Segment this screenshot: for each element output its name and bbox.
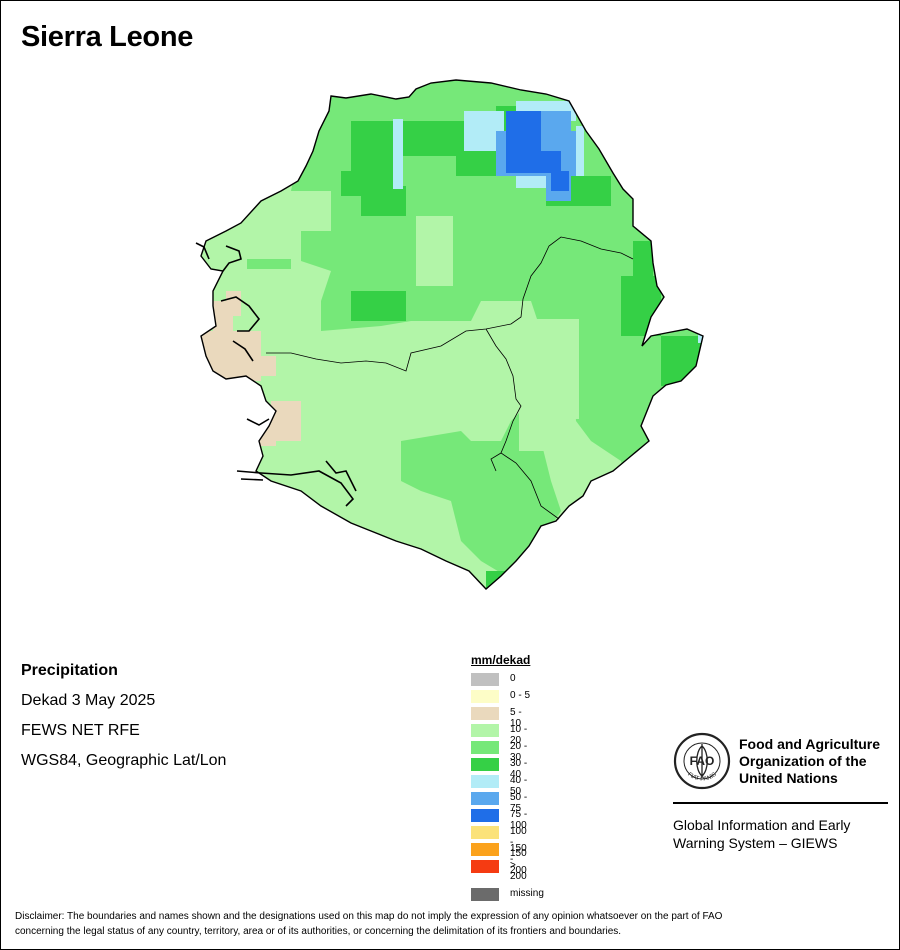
legend-item-missing: missing xyxy=(471,886,544,903)
legend-label: 30 - 40 xyxy=(510,758,528,780)
legend-label: 50 - 75 xyxy=(510,792,528,814)
giews-name: Global Information and Early Warning Sys… xyxy=(673,817,851,851)
legend-label: 40 - 50 xyxy=(510,775,528,797)
legend-swatch xyxy=(471,707,499,720)
svg-text:FAO: FAO xyxy=(690,754,715,768)
province-boundaries xyxy=(266,236,634,520)
legend-swatch xyxy=(471,724,499,737)
legend-item: 40 - 50 xyxy=(471,773,530,797)
disclaimer: Disclaimer: The boundaries and names sho… xyxy=(15,911,723,937)
projection-label: WGS84, Geographic Lat/Lon xyxy=(21,752,227,769)
legend-items: 0 0 - 5 5 - 10 10 - 20 20 - 30 30 - 40 40 - 50… xyxy=(471,671,530,882)
legend-swatch xyxy=(471,888,499,901)
legend-label: 20 - 30 xyxy=(510,741,528,763)
legend-label: missing xyxy=(510,888,544,899)
country-boundary xyxy=(200,79,704,590)
legend-swatch xyxy=(471,843,499,856)
legend-item: 100 - 150 xyxy=(471,824,530,859)
legend-swatch xyxy=(471,826,499,839)
divider xyxy=(673,802,888,804)
legend-item: 0 - 5 xyxy=(471,688,530,705)
period-label: Dekad 3 May 2025 xyxy=(21,692,156,709)
legend-item: 5 - 10 xyxy=(471,705,530,729)
legend-label: 150 - 200 xyxy=(510,843,527,876)
source-label: FEWS NET RFE xyxy=(21,722,140,739)
svg-text:FIAT PANIS: FIAT PANIS xyxy=(686,772,717,783)
legend-item: 150 - 200 xyxy=(471,841,530,876)
legend-swatch xyxy=(471,792,499,805)
map-title: Sierra Leone xyxy=(21,21,194,53)
legend-swatch xyxy=(471,775,499,788)
coastline-detail xyxy=(195,242,357,507)
legend-label: 5 - 10 xyxy=(510,707,522,729)
legend-item: 20 - 30 xyxy=(471,739,530,763)
map-info: Precipitation Dekad 3 May 2025 FEWS NET … xyxy=(21,656,226,776)
legend-item: 10 - 20 xyxy=(471,722,530,746)
legend-label: 75 - 100 xyxy=(510,809,528,831)
legend-swatch xyxy=(471,741,499,754)
legend-label: > 200 xyxy=(510,860,527,882)
legend: mm/dekad 0 0 - 5 5 - 10 10 - 20 20 - 30 30 - … xyxy=(471,653,544,903)
legend-swatch xyxy=(471,673,499,686)
legend-swatch xyxy=(471,860,499,873)
legend-item: > 200 xyxy=(471,858,530,882)
legend-item: 75 - 100 xyxy=(471,807,530,831)
legend-title: mm/dekad xyxy=(471,653,531,667)
legend-label: 0 xyxy=(510,673,516,684)
legend-label: 0 - 5 xyxy=(510,690,531,701)
legend-item: 0 xyxy=(471,671,530,688)
rainfall-raster xyxy=(201,80,703,589)
fao-emblem-icon: FAO FIAT PANIS xyxy=(673,732,731,790)
legend-item: 50 - 75 xyxy=(471,790,530,814)
legend-label: 100 - 150 xyxy=(510,826,527,859)
fao-name: Food and Agriculture Organization of the… xyxy=(739,736,881,786)
legend-swatch xyxy=(471,690,499,703)
variable-label: Precipitation xyxy=(21,662,118,679)
legend-item: 30 - 40 xyxy=(471,756,530,780)
legend-swatch xyxy=(471,809,499,822)
legend-swatch xyxy=(471,758,499,771)
legend-label: 10 - 20 xyxy=(510,724,528,746)
